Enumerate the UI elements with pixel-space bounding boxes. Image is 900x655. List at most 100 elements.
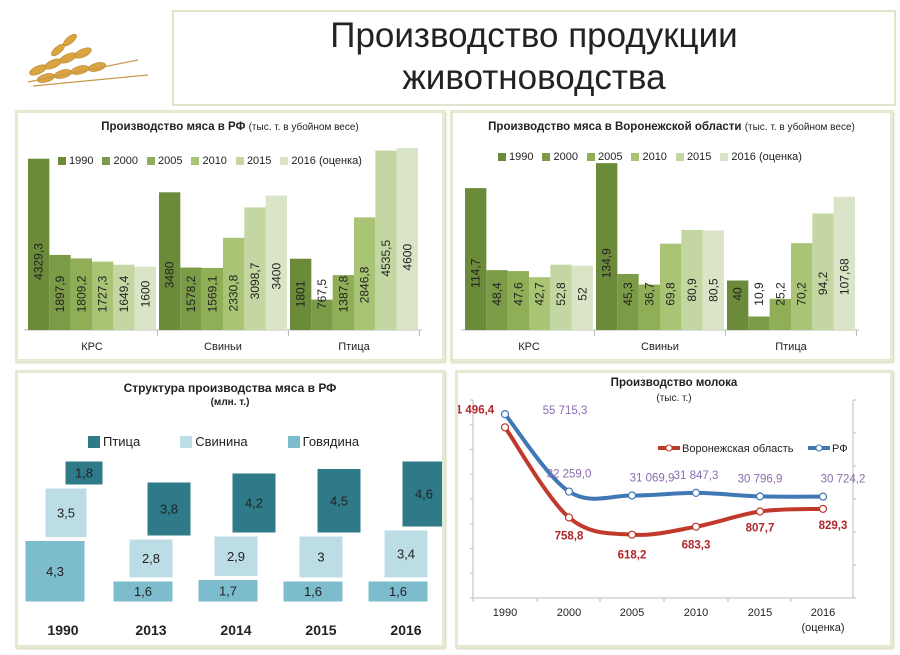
- stack-segment: [282, 580, 344, 603]
- data-label: 107,68: [837, 258, 851, 295]
- data-label: 48,4: [490, 282, 504, 306]
- bar: [134, 266, 156, 330]
- data-label: 36,7: [642, 282, 656, 306]
- legend-swatch-icon: [58, 157, 66, 165]
- data-label: 30 724,2: [821, 474, 866, 486]
- data-label: 4600: [400, 244, 414, 271]
- bar: [748, 316, 770, 330]
- bar: [201, 267, 223, 330]
- legend-label: Птица: [103, 434, 141, 449]
- data-label: 683,3: [682, 540, 711, 552]
- legend-item: 2010: [631, 151, 667, 163]
- bar: [638, 284, 660, 330]
- x-tick-label: КРС: [518, 341, 540, 353]
- data-label: 1600: [138, 280, 152, 307]
- data-point: [755, 492, 765, 501]
- data-point: [627, 530, 637, 539]
- stack-segment: [401, 460, 442, 528]
- legend-label: 2015: [246, 155, 272, 167]
- data-label: 10,9: [752, 282, 766, 306]
- data-label: 1,6: [134, 584, 152, 599]
- stack-segment: [383, 529, 429, 579]
- bar: [681, 229, 703, 330]
- legend-item: 2005: [146, 155, 183, 167]
- data-label: 45,3: [621, 282, 635, 306]
- stack-segment: [213, 535, 259, 577]
- bar: [113, 264, 135, 330]
- legend-swatch-icon: [287, 435, 300, 448]
- legend-swatch-icon: [180, 435, 193, 448]
- chart-title-text: Производство мяса в РФ: [101, 121, 246, 133]
- data-label: 3,4: [397, 547, 415, 562]
- chart-plot: 114,7 48,4 47,6 42,7 52,8 52 КРС 134,9 45,3 36,7 6…: [461, 163, 859, 353]
- bar: [70, 258, 92, 330]
- legend-swatch-icon: [88, 435, 100, 448]
- bar: [396, 148, 418, 330]
- legend-label: Свинина: [195, 434, 248, 449]
- data-label: 42,7: [533, 282, 547, 306]
- data-point: [818, 504, 828, 513]
- bar: [791, 243, 813, 330]
- x-tick-label: Птица: [775, 341, 807, 353]
- bar: [529, 277, 551, 330]
- legend-label: 2005: [157, 155, 183, 167]
- bar: [49, 254, 71, 330]
- legend-item: 2000: [102, 155, 138, 167]
- legend-swatch-icon: [102, 157, 111, 165]
- stack-segment: [298, 535, 344, 579]
- legend-item: 2005: [586, 151, 622, 163]
- data-label: 1801: [294, 280, 308, 307]
- meat-rf-chart: Производство мяса в РФ (тыс. т. в убойно…: [15, 110, 445, 362]
- legend-item: 2016 (оценка): [720, 151, 802, 163]
- bar: [290, 258, 312, 330]
- bar: [507, 271, 529, 330]
- data-point: [818, 492, 828, 501]
- data-label: 1897,9: [53, 275, 67, 312]
- bar: [596, 163, 618, 330]
- legend-label: 2010: [642, 151, 667, 163]
- bar: [354, 217, 376, 330]
- legend-swatch-icon: [586, 153, 595, 161]
- data-label: 3400: [269, 263, 283, 290]
- legend-swatch-icon: [191, 157, 200, 165]
- data-label: 4329,3: [32, 243, 46, 280]
- data-label: 3,8: [160, 502, 178, 517]
- data-point: [691, 522, 701, 531]
- stack-segment: [64, 460, 104, 486]
- data-point: [500, 423, 510, 432]
- bar: [812, 213, 834, 330]
- legend-label: Воронежская область: [682, 443, 794, 455]
- data-label: 1 496,4: [458, 404, 495, 416]
- bar: [486, 270, 508, 330]
- x-tick-label: 2005: [620, 607, 644, 619]
- data-label: 1569,1: [205, 275, 219, 312]
- chart-subtitle: (млн. т.): [210, 397, 250, 408]
- data-point: [564, 487, 574, 496]
- data-label: 1649,4: [117, 275, 131, 312]
- chart-title: Структура производства мяса в РФ: [123, 381, 337, 395]
- chart-subtitle: (тыс. т.): [656, 393, 692, 404]
- legend-item: 2010: [191, 155, 227, 167]
- legend-swatch-icon: [146, 157, 155, 165]
- data-label: 3,5: [57, 505, 75, 520]
- page-title-line2: животноводства: [402, 58, 666, 97]
- x-tick-label: 1990: [493, 607, 517, 619]
- chart-plot: 4329,3 1897,9 1809,2 1727,3 1649,4 1600 КРС 348…: [24, 148, 422, 353]
- data-label: 829,3: [819, 520, 848, 532]
- data-label: 2,9: [227, 549, 245, 564]
- chart-title: Производство мяса в Воронежской области …: [453, 121, 890, 133]
- legend-swatch-icon: [498, 153, 506, 161]
- legend-marker-icon: [665, 444, 673, 452]
- title-box: Производство продукции животноводства: [172, 10, 896, 106]
- x-tick-label: КРС: [81, 341, 103, 353]
- data-label: 1809,2: [74, 275, 88, 312]
- data-label: 2846,8: [358, 266, 372, 303]
- legend-swatch-icon: [235, 157, 244, 165]
- legend-item: 2015: [675, 151, 711, 163]
- legend-swatch-icon: [675, 153, 684, 161]
- data-label: 52,8: [554, 282, 568, 306]
- stack-segment: [44, 487, 88, 538]
- legend-label: 1990: [509, 151, 534, 163]
- legend-item: 1990: [498, 151, 533, 163]
- stack-segment: [316, 468, 362, 534]
